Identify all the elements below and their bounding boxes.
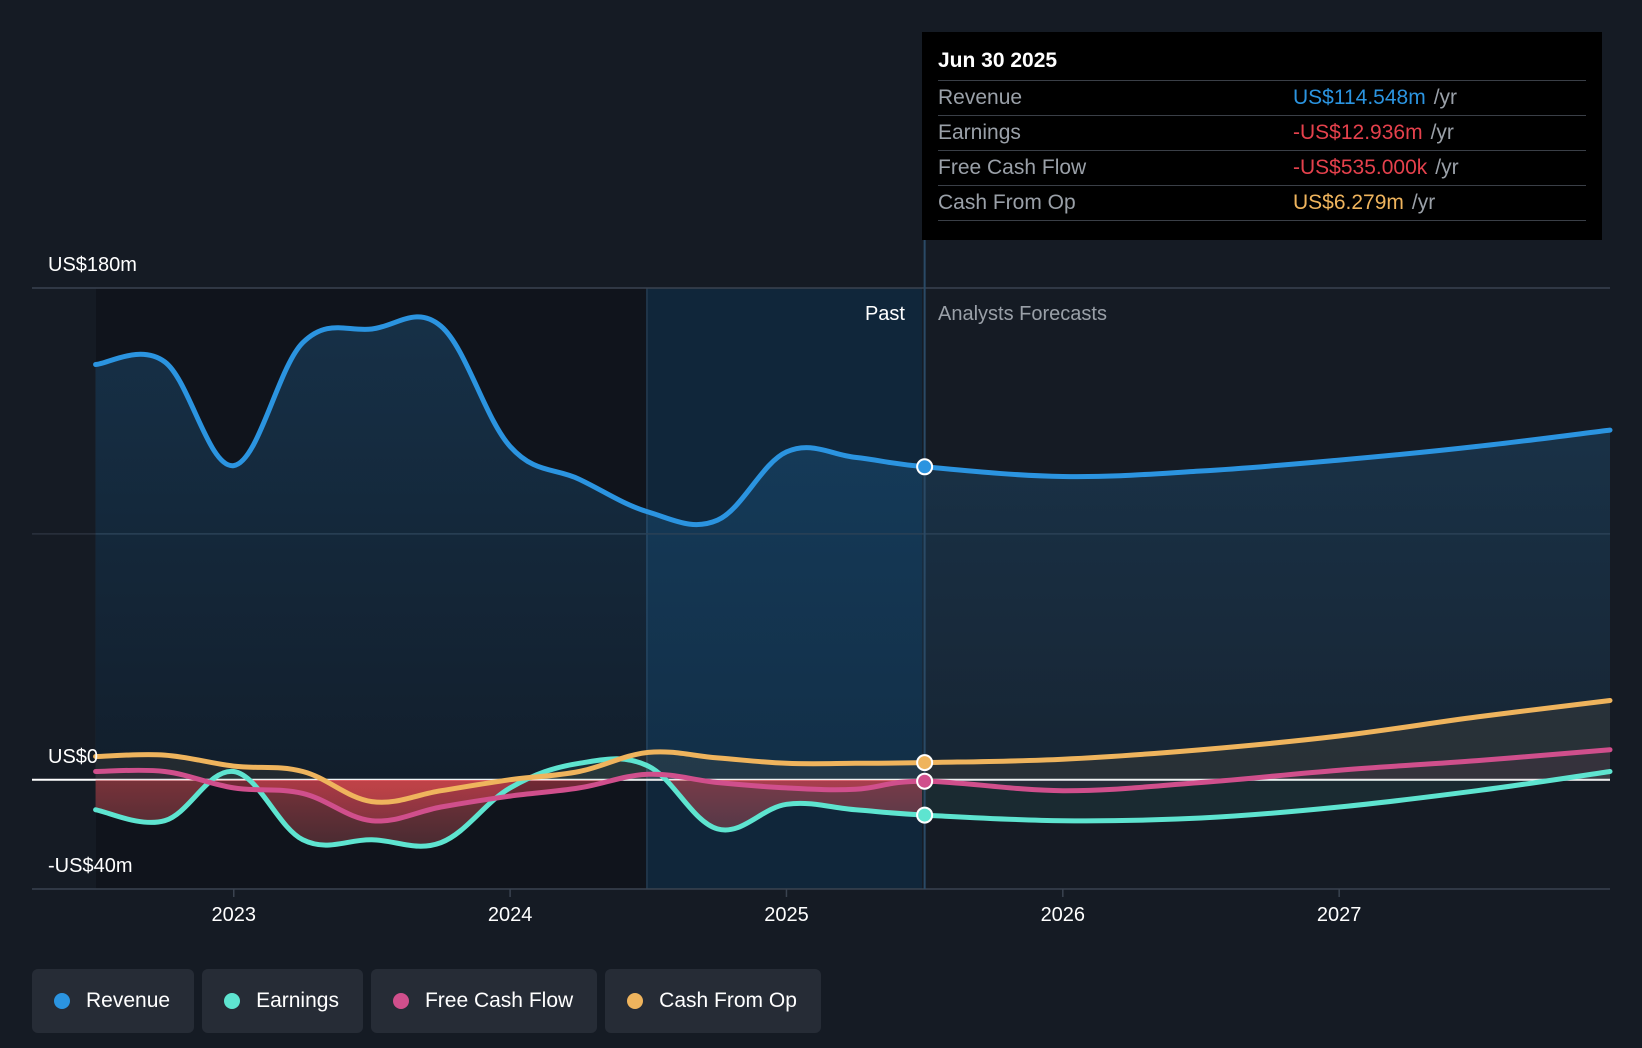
x-tick-label: 2023 [211, 904, 256, 926]
tooltip-value: -US$12.936m [1293, 121, 1423, 144]
tooltip-unit: /yr [1430, 121, 1454, 144]
series-line-revenue [93, 314, 1613, 528]
x-tick-label: 2024 [488, 904, 533, 926]
x-axis-ticks: 2023 2024 2025 2026 2027 [211, 889, 1361, 926]
tooltip-row-cash-from-op: Cash From Op US$6.279m /yr [938, 186, 1586, 221]
negative-area [95, 780, 922, 847]
series-line-earnings [93, 756, 1613, 849]
tooltip-row-earnings: Earnings -US$12.936m /yr [938, 116, 1586, 151]
chart: 2023 2024 2025 2026 2027 US$180m US$0 -US$40… [32, 240, 1613, 926]
tooltip-value: US$114.548m [1293, 86, 1426, 109]
x-tick-label: 2025 [764, 904, 809, 926]
tooltip-unit: /yr [1435, 156, 1459, 179]
y-label-top: US$180m [48, 254, 137, 276]
tooltip-unit: /yr [1433, 86, 1458, 109]
x-tick-label: 2026 [1041, 904, 1086, 926]
tooltip-value: -US$535.000k [1293, 156, 1428, 179]
tooltip-label: Revenue [938, 86, 1023, 109]
series-lines [93, 314, 1613, 849]
tooltip-unit: /yr [1411, 191, 1436, 214]
series-line-free-cash-flow [93, 747, 1613, 824]
legend-item-cash-from-op[interactable]: Cash From Op [605, 969, 821, 1033]
revenue-area [95, 316, 1611, 780]
forecast-label: Analysts Forecasts [938, 303, 1107, 325]
legend-dot-icon [224, 993, 241, 1009]
legend-dot-icon [54, 993, 70, 1009]
tooltip-label: Earnings [938, 121, 1021, 144]
legend: Revenue Earnings Free Cash Flow Cash Fro… [32, 969, 821, 1033]
tooltip-row-free-cash-flow: Free Cash Flow -US$535.000k /yr [938, 151, 1586, 186]
legend-label: Free Cash Flow [424, 989, 574, 1012]
legend-item-free-cash-flow[interactable]: Free Cash Flow [370, 969, 598, 1033]
legend-item-earnings[interactable]: Earnings [202, 969, 363, 1033]
series-area [95, 700, 1611, 803]
tooltip-label: Free Cash Flow [938, 156, 1087, 179]
marker-revenue [916, 458, 934, 476]
tooltip-row-revenue: Revenue US$114.548m /yr [938, 81, 1586, 116]
legend-label: Revenue [86, 989, 171, 1012]
marker-free-cash-flow [916, 772, 934, 790]
tooltip-label: Cash From Op [938, 191, 1076, 214]
hover-markers [916, 458, 934, 824]
tooltip-date: Jun 30 2025 [938, 46, 1586, 81]
legend-dot-icon [392, 993, 409, 1009]
legend-item-revenue[interactable]: Revenue [32, 969, 195, 1033]
y-label-zero: US$0 [48, 746, 98, 768]
data-tooltip: Jun 30 2025 Revenue US$114.548m /yr Earn… [922, 32, 1602, 240]
marker-earnings [916, 806, 934, 824]
legend-label: Earnings [256, 989, 339, 1012]
legend-label: Cash From Op [659, 989, 797, 1012]
past-label: Past [865, 303, 905, 325]
series-line-cash-from-op [93, 698, 1613, 805]
tooltip-value: US$6.279m [1293, 191, 1404, 214]
marker-cash-from-op [916, 754, 934, 772]
legend-dot-icon [627, 993, 644, 1009]
y-label-bottom: -US$40m [48, 855, 132, 877]
x-tick-label: 2027 [1317, 904, 1362, 926]
